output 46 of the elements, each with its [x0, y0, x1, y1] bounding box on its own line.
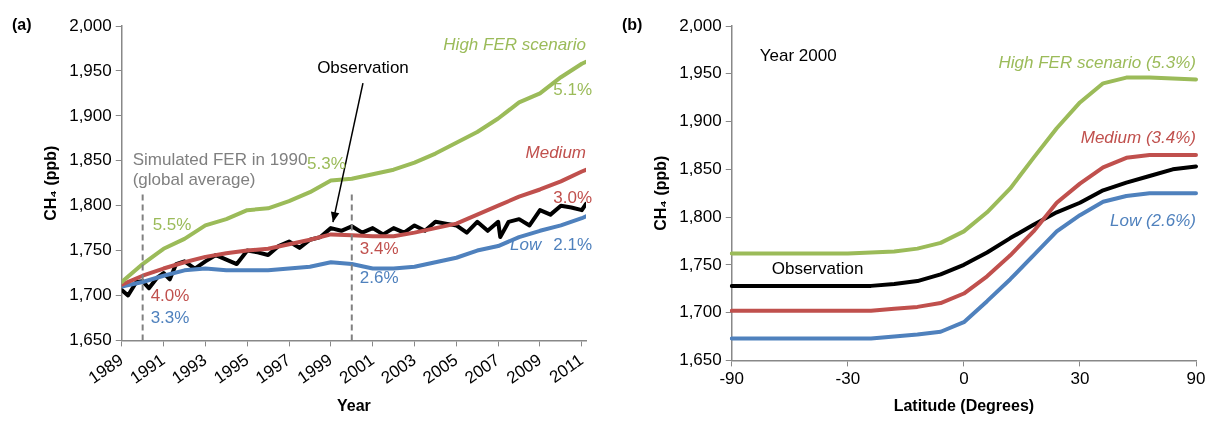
y-tick-label: 1,900 — [679, 111, 722, 131]
series-label: Medium (3.4%) — [1080, 128, 1196, 148]
y-tick-label: 1,750 — [69, 240, 112, 260]
series-label: Observation — [771, 259, 864, 279]
y-tick-label: 1,700 — [679, 302, 722, 322]
series-label: High FER scenario (5.3%) — [998, 52, 1196, 72]
x-tick-label: 90 — [1186, 369, 1206, 389]
x-tick-label: 0 — [959, 369, 969, 389]
chart-title: (b) — [622, 16, 643, 34]
x-axis-title: Year — [336, 396, 371, 414]
y-tick-label: 2,000 — [69, 15, 112, 35]
y-tick-label: 1,750 — [679, 254, 722, 274]
y-axis-title: CH₄ (ppb) — [42, 145, 60, 221]
ref-line-label: Simulated FER in 1990 (global average) — [132, 149, 308, 189]
x-tick-label: -90 — [719, 369, 745, 389]
y-tick-label: 1,650 — [69, 330, 112, 350]
series-label: Medium — [525, 142, 586, 162]
x-axis-title: Latitude (Degrees) — [893, 396, 1035, 414]
annotation: 5.3% — [307, 153, 346, 173]
y-tick-label: 1,900 — [69, 105, 112, 125]
y-tick-label: 2,000 — [679, 15, 722, 35]
annotation: Year 2000 — [759, 46, 837, 66]
x-tick-label: 2011 — [545, 350, 587, 387]
annotation: 3.4% — [359, 239, 399, 259]
annotation: 4.0% — [150, 286, 190, 306]
annotation: Observation — [317, 58, 409, 78]
annotation: 5.5% — [152, 215, 192, 235]
annotation: 5.1% — [553, 80, 592, 100]
y-axis-title: CH₄ (ppb) — [652, 155, 670, 231]
x-tick-label: 30 — [1070, 369, 1090, 389]
annotation: 2.6% — [359, 268, 399, 288]
y-tick-label: 1,950 — [679, 63, 722, 83]
y-tick-label: 1,800 — [679, 206, 722, 226]
y-tick-label: 1,850 — [69, 150, 112, 170]
x-tick-label: -30 — [835, 369, 861, 389]
series-label: High FER scenario — [443, 35, 586, 55]
annotation: 2.1% — [553, 234, 592, 254]
y-tick-label: 1,650 — [679, 350, 722, 370]
y-tick-label: 1,700 — [69, 285, 112, 305]
annotation: 3.0% — [553, 187, 592, 207]
series-label: Low (2.6%) — [1110, 211, 1196, 231]
y-tick-label: 1,800 — [69, 195, 112, 215]
chart-title: (a) — [12, 16, 32, 34]
y-tick-label: 1,850 — [679, 159, 722, 178]
annotation: 3.3% — [150, 308, 190, 328]
y-tick-label: 1,950 — [69, 60, 112, 80]
